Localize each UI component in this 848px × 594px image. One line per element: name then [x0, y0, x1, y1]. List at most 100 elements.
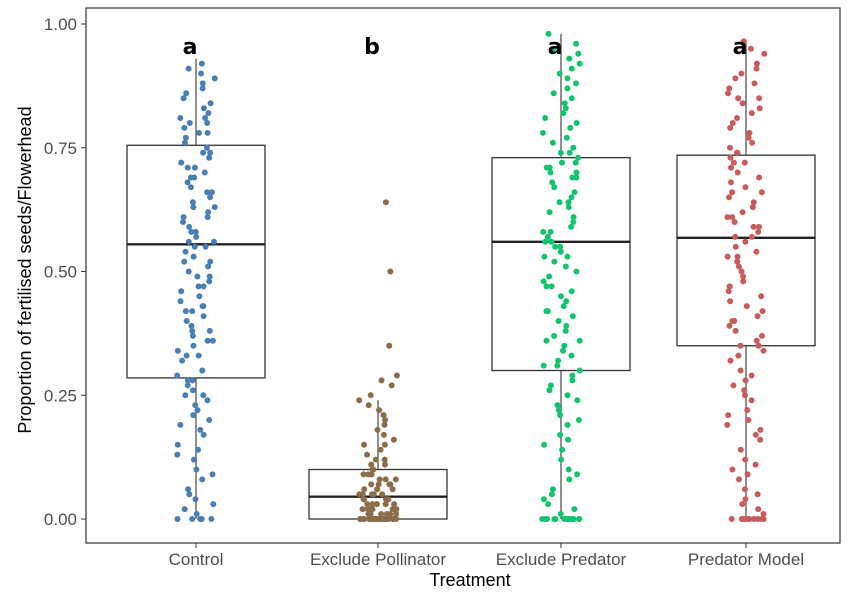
data-point: [188, 184, 194, 191]
data-point: [569, 377, 576, 384]
data-point: [751, 516, 758, 522]
data-point: [381, 456, 388, 463]
x-axis-title: Treatment: [429, 570, 510, 590]
data-point: [556, 70, 563, 77]
data-point: [572, 159, 579, 166]
data-point: [737, 446, 744, 453]
data-point: [739, 501, 746, 508]
data-point: [189, 199, 196, 206]
significance-label: a: [183, 35, 198, 60]
data-point: [540, 278, 547, 285]
data-point: [567, 124, 574, 131]
data-point: [746, 516, 753, 522]
data-point: [552, 243, 559, 250]
data-point: [556, 199, 563, 206]
data-point: [174, 347, 181, 354]
data-point: [568, 352, 575, 359]
data-point: [546, 387, 553, 394]
data-point: [208, 516, 215, 522]
data-point: [199, 367, 206, 374]
data-point: [727, 124, 734, 131]
data-point: [542, 115, 549, 121]
data-point: [555, 357, 562, 364]
data-point: [742, 456, 749, 463]
data-point: [744, 471, 751, 478]
data-point: [759, 332, 765, 339]
data-point: [557, 293, 564, 300]
data-point: [576, 516, 583, 522]
data-point: [543, 337, 550, 344]
data-point: [542, 238, 549, 245]
data-point: [174, 516, 181, 522]
data-point: [373, 501, 380, 508]
data-point: [563, 298, 570, 305]
data-point: [540, 496, 547, 503]
data-point: [574, 471, 581, 478]
data-point: [753, 248, 760, 255]
data-point: [756, 95, 763, 102]
data-point: [184, 164, 191, 171]
data-point: [204, 129, 211, 136]
significance-label: a: [548, 35, 563, 60]
data-point: [557, 248, 564, 255]
data-point: [198, 516, 205, 522]
data-point: [393, 372, 400, 379]
data-point: [208, 189, 215, 196]
data-point: [573, 268, 580, 275]
data-point: [729, 466, 736, 473]
box: [676, 154, 816, 347]
data-point: [183, 90, 190, 97]
data-point: [568, 65, 575, 72]
data-point: [189, 516, 196, 522]
data-point: [734, 258, 741, 265]
data-point: [573, 169, 580, 176]
data-point: [576, 337, 583, 344]
data-point: [548, 491, 555, 498]
data-point: [193, 466, 200, 473]
data-point: [191, 174, 198, 181]
data-point: [380, 431, 387, 438]
data-point: [370, 491, 377, 498]
y-tick-label: 1.00: [44, 15, 77, 34]
x-tick-label: Predator Model: [688, 550, 804, 569]
data-point: [734, 115, 740, 121]
data-point: [370, 466, 377, 473]
box: [126, 144, 266, 379]
data-point: [731, 219, 738, 225]
data-point: [760, 516, 767, 522]
data-point: [753, 60, 760, 67]
data-point: [177, 298, 184, 305]
data-point: [198, 70, 204, 77]
data-point: [183, 318, 190, 324]
points-3: [539, 30, 583, 522]
data-point: [183, 352, 190, 359]
data-point: [544, 233, 551, 240]
data-point: [205, 110, 212, 117]
data-point: [181, 506, 188, 513]
data-point: [544, 308, 551, 315]
data-point: [729, 318, 736, 324]
data-point: [192, 402, 199, 409]
data-point: [177, 421, 184, 428]
data-point: [204, 214, 211, 221]
data-point: [551, 332, 558, 339]
data-point: [376, 476, 383, 483]
data-point: [732, 75, 739, 82]
data-point: [548, 238, 555, 245]
data-point: [378, 511, 385, 517]
data-point: [543, 283, 550, 290]
data-point: [746, 129, 753, 136]
data-point: [725, 412, 732, 419]
data-point: [391, 501, 398, 508]
data-point: [367, 511, 374, 517]
data-point: [741, 387, 748, 394]
data-point: [200, 431, 207, 438]
data-point: [575, 154, 582, 161]
points-1: [174, 60, 218, 522]
data-point: [749, 204, 756, 211]
data-point: [541, 253, 548, 260]
data-point: [740, 516, 747, 522]
x-tick-label: Exclude Predator: [496, 550, 627, 569]
data-point: [728, 164, 734, 171]
data-point: [205, 263, 212, 270]
